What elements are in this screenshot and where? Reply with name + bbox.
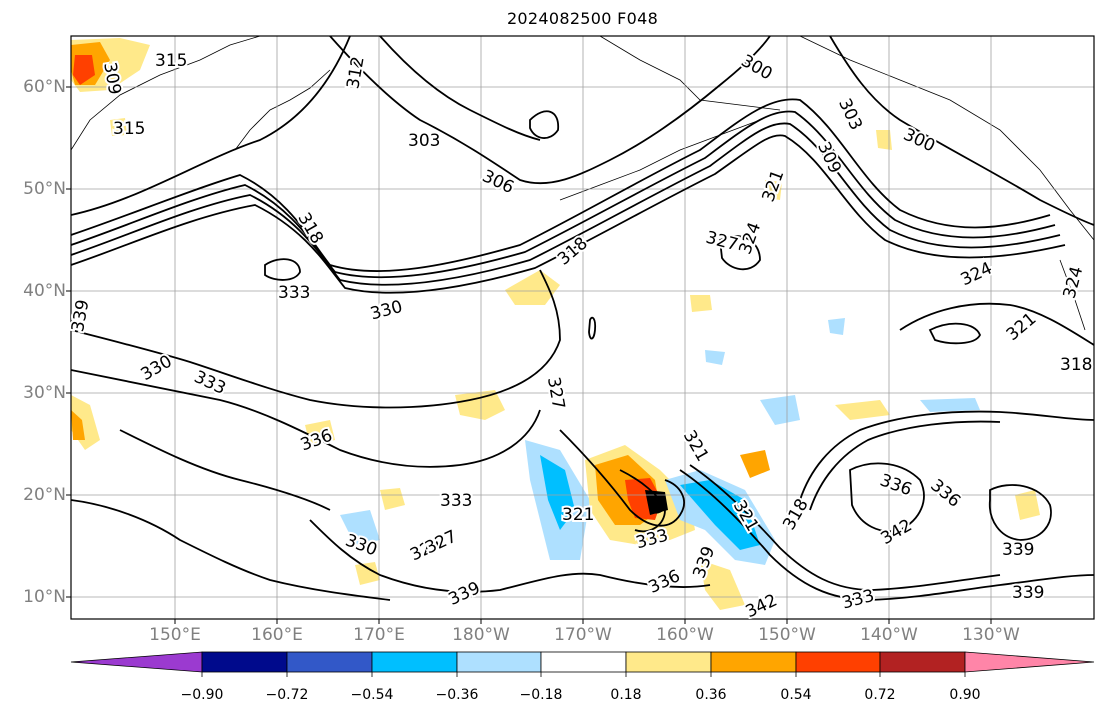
lon-label: 170°W [554,625,612,645]
lat-label: 30°N [23,383,66,403]
contour-label: 318 [1060,355,1092,375]
lon-label: 180°W [452,625,510,645]
lon-label: 170°E [353,625,405,645]
lat-label: 10°N [23,587,66,607]
contour-label: 333 [440,491,472,511]
lat-label: 60°N [23,77,66,97]
lat-label: 50°N [23,179,66,199]
colorbar-segment [710,651,797,673]
lon-label: 160°W [656,625,714,645]
colorbar-extend-low [70,651,203,673]
lat-label: 40°N [23,281,66,301]
contour-label: 321 [562,505,594,525]
colorbar-tick-label: −0.36 [435,687,479,703]
colorbar-tick-label: 0.18 [610,687,642,703]
contour-label: 303 [408,131,440,151]
axis-ticks [66,86,992,624]
lon-label: 160°E [251,625,303,645]
lon-label: 130°W [962,625,1020,645]
colorbar-tick-label: 0.36 [695,687,727,703]
colorbar-segment [625,651,712,673]
colorbar-tick-label: 0.90 [949,687,981,703]
colorbar-tick-label: −0.72 [265,687,309,703]
contour-label: 315 [155,51,187,71]
lat-lon-grid [71,36,1094,619]
contour-label: 339 [1002,540,1034,560]
lon-label: 150°W [758,625,816,645]
colorbar-segment [456,651,542,673]
colorbar-segment [371,651,458,673]
contour-label: 315 [113,119,145,139]
contour-label: 333 [278,283,310,303]
colorbar [70,651,1095,677]
coastline [71,36,1094,331]
colorbar-tick-label: −0.18 [519,687,563,703]
colorbar-extend-high [964,651,1095,673]
lon-label: 140°W [860,625,918,645]
map-title: 2024082500 F048 [506,9,659,28]
colorbar-segment [540,651,627,673]
contour-label: 339 [1012,583,1044,603]
colorbar-segment [286,651,373,673]
colorbar-tick-label: 0.54 [780,687,812,703]
colorbar-tick-label: 0.72 [864,687,896,703]
lat-label: 20°N [23,485,66,505]
colorbar-segment [201,651,288,673]
theta-contours [71,36,1094,601]
colorbar-segment [879,651,966,673]
colorbar-segment [795,651,881,673]
colorbar-tick-label: −0.90 [180,687,224,703]
colorbar-tick-label: −0.54 [350,687,394,703]
lon-label: 150°E [149,625,201,645]
